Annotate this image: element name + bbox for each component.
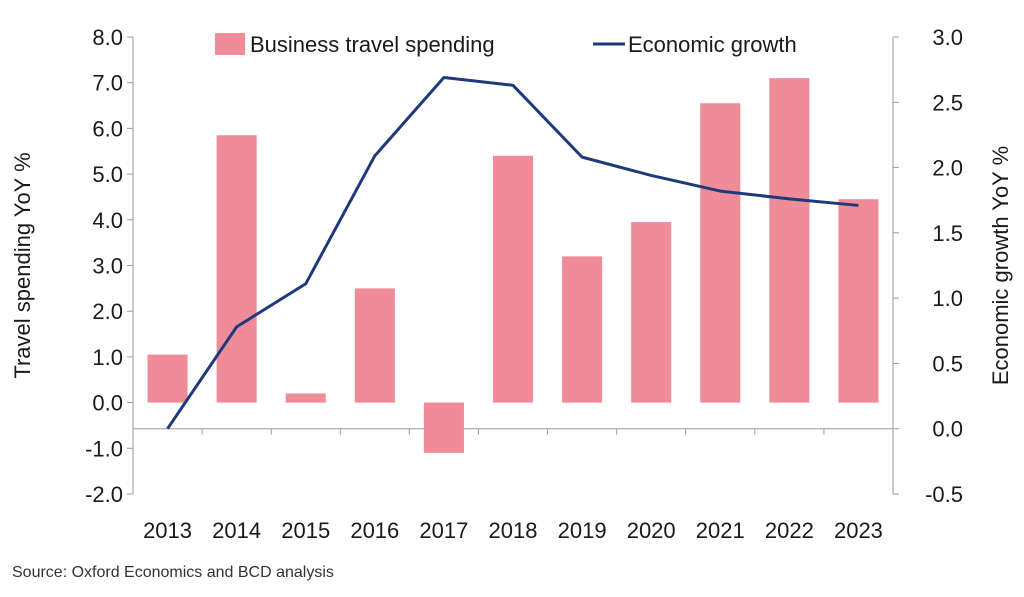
left-tick-label: 0.0 xyxy=(92,391,123,416)
x-tick-label: 2014 xyxy=(212,518,261,543)
axes: 8.0 7.0 6.0 5.0 4.0 3.0 2.0 1.0 0.0 -1.0 -2.0 3.0 2.… xyxy=(10,25,1013,543)
right-tick-label: 2.5 xyxy=(932,90,963,115)
bar-2015 xyxy=(285,393,326,403)
line-series xyxy=(166,75,859,430)
x-tick-label: 2018 xyxy=(489,518,538,543)
left-tick-label: 2.0 xyxy=(92,299,123,324)
left-tick-label: -1.0 xyxy=(85,436,123,461)
x-tick-label: 2016 xyxy=(350,518,399,543)
bar-2023 xyxy=(838,199,879,403)
legend-line-label: Economic growth xyxy=(628,32,797,57)
x-tick-label: 2021 xyxy=(696,518,745,543)
right-tick-label: 3.0 xyxy=(932,25,963,50)
bar-2018 xyxy=(492,155,534,403)
left-tick-label: 5.0 xyxy=(92,162,123,187)
right-tick-label: 0.5 xyxy=(932,351,963,376)
bar-2017 xyxy=(423,402,464,453)
x-tick-label: 2017 xyxy=(419,518,468,543)
left-tick-label: 6.0 xyxy=(92,116,123,141)
right-tick-label: 1.5 xyxy=(932,221,963,246)
bar-2013 xyxy=(147,354,188,403)
bar-2021 xyxy=(700,103,741,403)
bar-2016 xyxy=(354,288,395,403)
left-axis-title: Travel spending YoY % xyxy=(10,152,35,378)
left-tick-label: -2.0 xyxy=(85,482,123,507)
right-tick-label: 0.0 xyxy=(932,417,963,442)
bar-2020 xyxy=(631,222,672,403)
left-tick-label: 4.0 xyxy=(92,208,123,233)
bar-2019 xyxy=(562,256,603,403)
x-tick-label: 2015 xyxy=(281,518,330,543)
legend-bar-swatch xyxy=(215,33,245,55)
right-axis-title: Economic growth YoY % xyxy=(988,146,1013,385)
bar-series xyxy=(147,78,879,453)
bar-2014 xyxy=(216,135,257,403)
left-tick-label: 8.0 xyxy=(92,25,123,50)
left-tick-label: 1.0 xyxy=(92,345,123,370)
left-tick-label: 7.0 xyxy=(92,71,123,96)
x-tick-label: 2023 xyxy=(834,518,883,543)
legend: Business travel spending Economic growth xyxy=(215,32,797,57)
legend-bar-label: Business travel spending xyxy=(250,32,495,57)
x-tick-label: 2022 xyxy=(765,518,814,543)
left-tick-label: 3.0 xyxy=(92,254,123,279)
source-note: Source: Oxford Economics and BCD analysi… xyxy=(12,564,334,581)
bar-2022 xyxy=(769,78,810,403)
right-tick-label: 1.0 xyxy=(932,286,963,311)
right-tick-label: 2.0 xyxy=(932,156,963,181)
x-tick-label: 2013 xyxy=(143,518,192,543)
x-tick-label: 2020 xyxy=(627,518,676,543)
right-tick-label: -0.5 xyxy=(925,482,963,507)
x-tick-label: 2019 xyxy=(558,518,607,543)
